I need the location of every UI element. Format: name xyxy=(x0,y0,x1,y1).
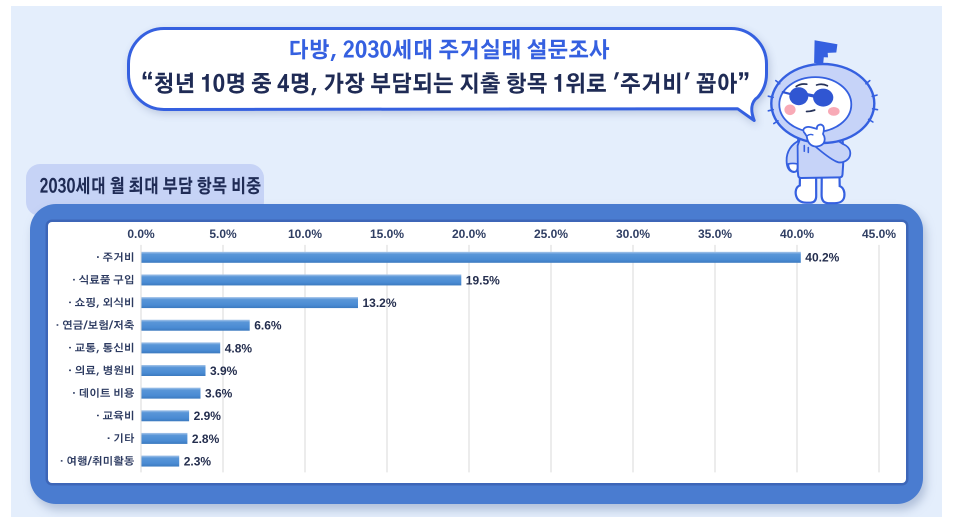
svg-text:40.0%: 40.0% xyxy=(780,227,814,241)
svg-text:0.0%: 0.0% xyxy=(127,227,155,241)
svg-text:2.8%: 2.8% xyxy=(192,432,220,446)
svg-text:40.2%: 40.2% xyxy=(805,251,839,265)
svg-text:45.0%: 45.0% xyxy=(862,227,896,241)
svg-text:2.3%: 2.3% xyxy=(184,454,212,468)
svg-text:19.5%: 19.5% xyxy=(466,273,500,287)
svg-text:6.6%: 6.6% xyxy=(254,319,282,333)
svg-text:2.9%: 2.9% xyxy=(194,409,222,423)
svg-text:30.0%: 30.0% xyxy=(616,227,650,241)
svg-text:20.0%: 20.0% xyxy=(452,227,486,241)
svg-text:4.8%: 4.8% xyxy=(225,341,253,355)
svg-text:10.0%: 10.0% xyxy=(288,227,322,241)
svg-text:5.0%: 5.0% xyxy=(209,227,237,241)
svg-text:13.2%: 13.2% xyxy=(363,296,397,310)
svg-text:25.0%: 25.0% xyxy=(534,227,568,241)
svg-text:3.6%: 3.6% xyxy=(205,387,233,401)
svg-text:15.0%: 15.0% xyxy=(370,227,404,241)
svg-text:35.0%: 35.0% xyxy=(698,227,732,241)
svg-text:3.9%: 3.9% xyxy=(210,364,238,378)
